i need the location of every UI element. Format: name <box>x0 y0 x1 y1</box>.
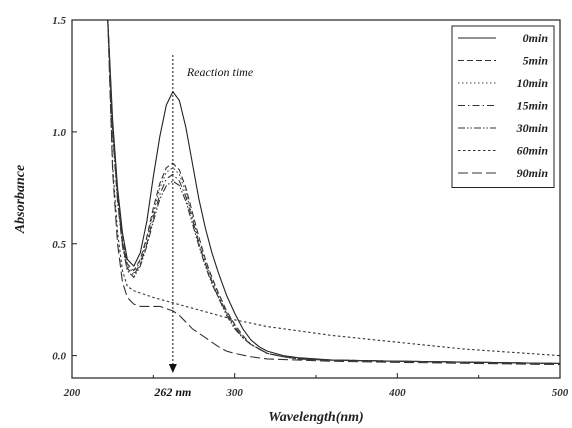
series-line-10min <box>107 19 561 365</box>
series-line-60min <box>107 19 561 357</box>
series-line-0min <box>107 19 561 365</box>
legend-label-0min: 0min <box>523 31 549 45</box>
x-tick-label-400: 400 <box>388 387 406 399</box>
legend-label-15min: 15min <box>517 99 549 113</box>
legend-label-5min: 5min <box>523 54 549 68</box>
series-line-90min <box>107 19 561 366</box>
axis-ticks: 200 300 400 500 0.0 0.5 1.0 1.5 <box>52 15 569 399</box>
x-tick-label-500: 500 <box>552 387 569 399</box>
reaction-time-label: Reaction time <box>186 65 254 79</box>
x-tick-label-200: 200 <box>63 387 81 399</box>
y-axis-title: Absorbance <box>13 165 28 234</box>
series-lines <box>107 19 561 366</box>
legend-box <box>451 25 555 188</box>
series-line-30min <box>107 19 561 365</box>
y-tick-label-0: 0.0 <box>52 351 66 363</box>
y-tick-label-1: 0.5 <box>52 239 66 251</box>
annotations: Reaction time 262 nm <box>153 55 254 399</box>
y-tick-label-3: 1.5 <box>52 15 66 27</box>
y-tick-label-2: 1.0 <box>52 127 66 139</box>
legend-label-90min: 90min <box>517 166 549 180</box>
peak-wavelength-label: 262 nm <box>153 385 191 399</box>
x-tick-label-300: 300 <box>225 387 243 399</box>
peak-arrowhead <box>168 364 177 373</box>
legend: 0min 5min 10min 15min 30min 60min 90min <box>451 25 555 188</box>
x-axis-title: Wavelength(nm) <box>268 410 363 425</box>
legend-label-30min: 30min <box>516 121 549 135</box>
legend-label-60min: 60min <box>517 144 549 158</box>
legend-label-10min: 10min <box>517 76 549 90</box>
